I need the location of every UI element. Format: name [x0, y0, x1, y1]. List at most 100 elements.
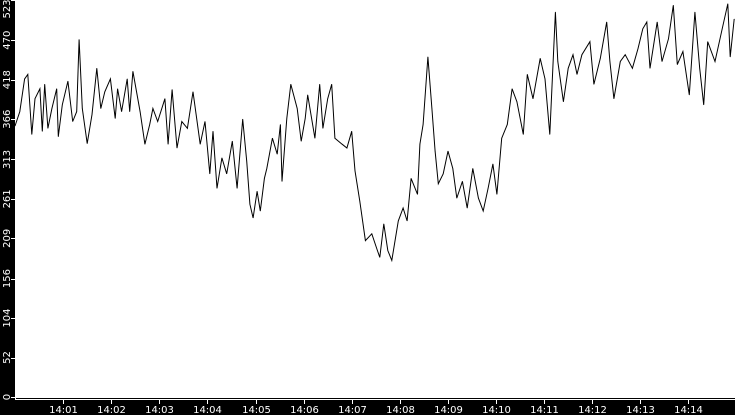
data-point — [104, 91, 106, 93]
data-point — [729, 56, 731, 58]
data-point — [280, 124, 281, 125]
x-tick-label: 14:06 — [290, 405, 319, 415]
data-point — [264, 178, 265, 179]
data-point — [86, 143, 88, 144]
data-point — [276, 153, 278, 155]
x-tick-label: 14:08 — [386, 405, 415, 415]
data-point — [27, 74, 29, 75]
data-point — [714, 61, 716, 62]
data-point — [434, 150, 436, 152]
data-point — [176, 147, 178, 149]
data-point — [62, 104, 63, 106]
data-point — [516, 101, 518, 102]
data-point — [620, 61, 621, 62]
data-point — [260, 210, 261, 212]
data-point — [419, 143, 421, 145]
data-point — [593, 84, 595, 85]
data-point — [727, 3, 729, 5]
data-point — [406, 220, 408, 222]
y-tick-label: 104 — [2, 309, 13, 328]
data-point — [331, 84, 333, 85]
data-point — [51, 108, 53, 109]
x-tick-label: 14:05 — [242, 405, 271, 415]
data-point — [721, 28, 723, 30]
data-point — [341, 143, 343, 145]
data-point — [19, 111, 21, 112]
data-point — [14, 125, 16, 127]
data-point — [129, 111, 130, 112]
y-axis-ticks: 0 52 104 156 209 261 313 366 418 470 523 — [2, 0, 15, 400]
data-point — [600, 58, 601, 59]
data-point — [496, 194, 498, 195]
data-point — [359, 200, 361, 202]
data-point — [322, 128, 324, 129]
data-point — [462, 181, 463, 182]
data-point — [523, 134, 524, 135]
data-point — [304, 118, 306, 119]
data-point — [91, 114, 93, 115]
data-point — [232, 140, 233, 142]
data-point — [642, 28, 644, 30]
data-point — [410, 178, 412, 179]
data-point — [539, 58, 541, 59]
data-point — [300, 140, 302, 142]
data-point — [139, 111, 141, 112]
data-point — [699, 68, 700, 69]
data-point — [466, 207, 468, 209]
data-point — [624, 54, 626, 55]
y-tick-label: 209 — [2, 229, 13, 248]
data-point — [246, 160, 247, 162]
data-point — [661, 61, 663, 62]
data-point — [78, 39, 80, 40]
data-point — [34, 98, 36, 99]
data-point — [31, 134, 33, 135]
data-point — [447, 150, 449, 152]
data-points — [14, 3, 735, 261]
x-tick-label: 14:14 — [674, 405, 703, 415]
data-point — [117, 88, 118, 90]
data-point — [673, 5, 674, 6]
y-tick-label: 313 — [2, 150, 13, 169]
data-point — [121, 111, 122, 112]
data-point — [581, 54, 583, 55]
x-tick-label: 14:11 — [530, 405, 559, 415]
data-point — [327, 98, 329, 99]
data-point — [346, 147, 348, 149]
y-tick-label: 470 — [2, 31, 13, 50]
data-point — [100, 108, 102, 109]
data-point — [492, 163, 494, 165]
data-point — [649, 68, 651, 69]
data-point — [703, 104, 704, 106]
data-point — [272, 137, 273, 139]
data-point — [209, 173, 211, 175]
data-point — [365, 240, 366, 241]
data-point — [82, 108, 83, 109]
plot-area — [15, 0, 735, 398]
data-point — [544, 78, 546, 80]
data-point — [452, 168, 454, 169]
y-tick-label: 261 — [2, 189, 13, 208]
x-tick-label: 14:12 — [578, 405, 607, 415]
data-point — [646, 21, 648, 23]
y-tick-label: 52 — [2, 351, 13, 364]
data-point — [656, 21, 658, 23]
data-point — [682, 51, 684, 52]
data-point — [334, 137, 336, 139]
data-point — [181, 121, 183, 122]
data-point — [164, 98, 166, 99]
data-point — [157, 121, 158, 122]
data-point — [576, 74, 578, 75]
data-point — [532, 98, 534, 99]
data-point — [677, 64, 678, 65]
data-point — [266, 168, 268, 169]
data-point — [204, 121, 206, 122]
x-tick-label: 14:02 — [97, 405, 126, 415]
data-point — [472, 168, 474, 169]
data-point — [114, 118, 116, 119]
data-point — [72, 121, 73, 122]
data-point — [371, 233, 373, 235]
data-point — [149, 124, 150, 125]
data-point — [226, 173, 227, 175]
data-point — [58, 136, 59, 137]
data-point — [549, 134, 551, 135]
